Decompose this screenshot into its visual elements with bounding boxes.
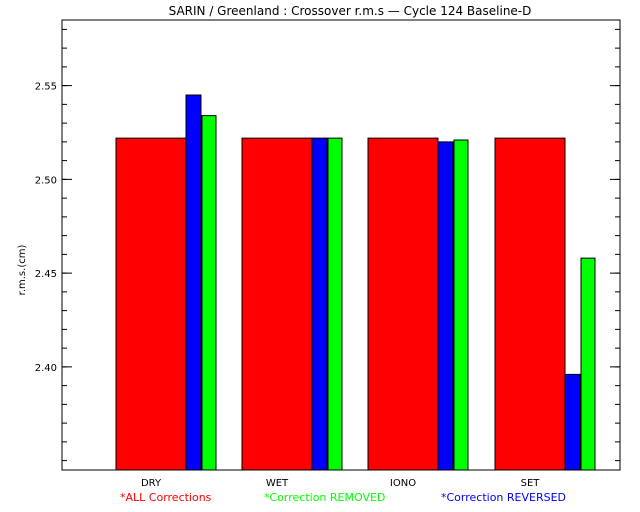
y-axis-label: r.m.s.(cm) — [17, 245, 28, 296]
legend-entry-correction-removed: *Correction REMOVED — [264, 491, 385, 504]
x-tick-label-wet: WET — [266, 478, 289, 489]
bar-dry-correction-reversed — [185, 94, 202, 471]
legend-entry-correction-reversed: *Correction REVERSED — [441, 491, 566, 504]
x-labels-group: DRY WET IONO SET — [141, 478, 540, 489]
y-tick-label: 2.55 — [35, 82, 57, 93]
bar-wet-all-corrections — [241, 137, 313, 471]
bar-iono-all-corrections — [367, 137, 439, 471]
x-tick-label-set: SET — [521, 478, 541, 489]
legend-entry-all-corrections: *ALL Corrections — [120, 491, 212, 504]
y-tick-label: 2.40 — [35, 363, 57, 374]
x-tick-label-dry: DRY — [141, 478, 162, 489]
y-ticks-group: 2.40 2.45 2.50 2.55 — [35, 28, 620, 462]
y-tick-label: 2.50 — [35, 175, 57, 186]
plot-frame — [61, 19, 621, 471]
x-tick-label-iono: IONO — [390, 478, 416, 489]
legend: *ALL Corrections *Correction REMOVED *Corr… — [120, 491, 566, 504]
bar-wet-correction-removed — [327, 137, 343, 471]
bar-iono-correction-removed — [453, 139, 469, 471]
bar-wet-correction-reversed — [311, 137, 328, 471]
bars-group — [115, 94, 596, 471]
bar-dry-correction-removed — [201, 115, 217, 471]
y-tick-label: 2.45 — [35, 269, 57, 280]
bar-set-correction-reversed — [564, 373, 581, 471]
chart-title: SARIN / Greenland : Crossover r.m.s — Cy… — [169, 4, 532, 18]
bar-set-all-corrections — [494, 137, 566, 471]
bar-dry-all-corrections — [115, 137, 187, 471]
bar-set-correction-removed — [580, 257, 596, 471]
bar-iono-correction-reversed — [437, 141, 454, 471]
